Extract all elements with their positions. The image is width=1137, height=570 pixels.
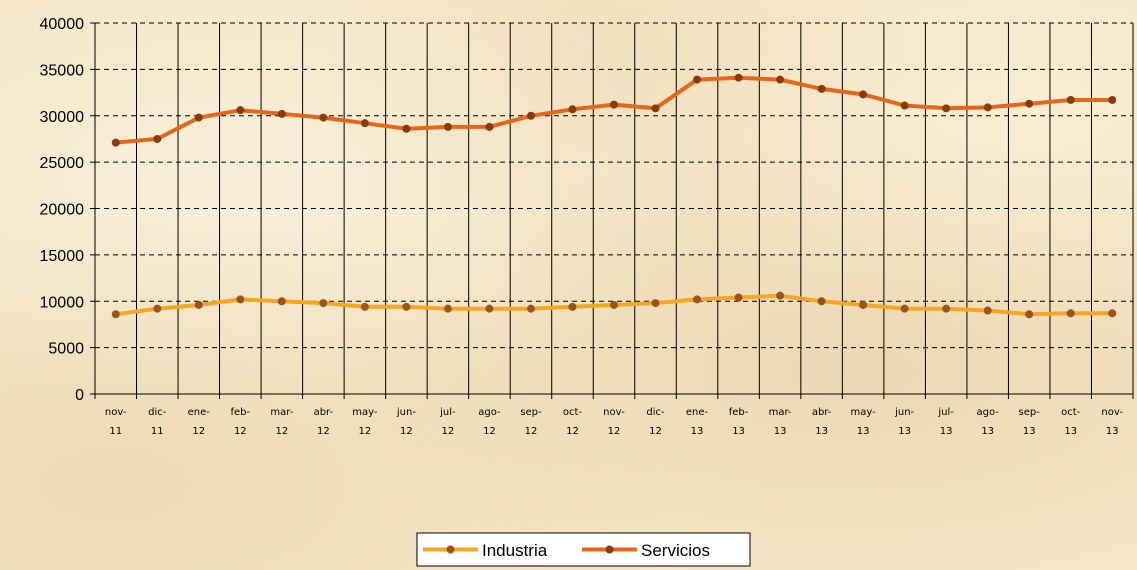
x-tick-label: jun-13 — [894, 407, 914, 437]
data-point-servicios — [568, 105, 577, 114]
data-point-industria — [111, 310, 120, 319]
data-point-servicios — [942, 104, 951, 113]
data-point-industria — [319, 299, 328, 308]
x-tick-label: ago-13 — [976, 407, 999, 437]
x-tick-label: ene-13 — [686, 407, 709, 437]
data-point-industria — [983, 306, 992, 315]
legend-marker-servicios — [605, 545, 614, 554]
x-tick-label: may-12 — [352, 407, 378, 437]
x-tick-label: ago-12 — [478, 407, 501, 437]
y-tick-label: 20000 — [40, 202, 85, 219]
data-point-industria — [526, 304, 535, 313]
data-point-servicios — [402, 124, 411, 133]
y-tick-label: 30000 — [40, 109, 85, 126]
data-point-servicios — [485, 122, 494, 131]
y-tick-label: 5000 — [48, 341, 84, 358]
data-point-servicios — [360, 119, 369, 128]
data-point-industria — [817, 297, 826, 306]
data-point-servicios — [817, 84, 826, 93]
data-point-industria — [277, 297, 286, 306]
data-point-industria — [651, 299, 660, 308]
x-tick-label: feb-12 — [230, 407, 250, 437]
data-point-industria — [1025, 310, 1034, 319]
data-point-industria — [859, 300, 868, 309]
x-tick-label: mar-13 — [769, 407, 792, 437]
series-line-servicios — [113, 75, 1115, 145]
data-point-industria — [776, 291, 785, 300]
data-point-servicios — [1025, 99, 1034, 108]
x-tick-label: jul-13 — [937, 407, 954, 437]
data-point-industria — [693, 295, 702, 304]
data-point-servicios — [1108, 95, 1117, 104]
x-tick-label: dic-11 — [148, 407, 167, 437]
y-tick-labels: 0 5000 10000 15000 20000 25000 30000 35000 40000 — [40, 16, 85, 404]
data-point-servicios — [443, 122, 452, 131]
data-point-servicios — [111, 138, 120, 147]
axis-layer — [90, 22, 1134, 399]
x-tick-label: mar-12 — [270, 407, 293, 437]
series-layer — [111, 73, 1117, 319]
data-point-servicios — [900, 101, 909, 110]
data-point-industria — [153, 304, 162, 313]
x-tick-label: feb-13 — [729, 407, 749, 437]
data-point-industria — [360, 302, 369, 311]
data-point-servicios — [1066, 95, 1075, 104]
data-point-servicios — [734, 73, 743, 82]
grid-layer — [94, 22, 1134, 394]
y-tick-label: 35000 — [40, 62, 85, 79]
data-point-servicios — [153, 134, 162, 143]
data-point-servicios — [651, 104, 660, 113]
x-tick-label: sep-13 — [1019, 407, 1041, 437]
data-point-industria — [1108, 309, 1117, 318]
data-point-servicios — [319, 113, 328, 122]
x-tick-label: oct-12 — [563, 407, 583, 437]
y-tick-label: 15000 — [40, 248, 85, 265]
data-point-industria — [568, 302, 577, 311]
legend: Industria Servicios — [416, 532, 751, 567]
data-point-industria — [942, 304, 951, 313]
data-point-industria — [443, 304, 452, 313]
data-point-industria — [236, 295, 245, 304]
x-tick-label: nov-12 — [603, 407, 625, 437]
data-point-servicios — [776, 75, 785, 84]
x-tick-label: may-13 — [851, 407, 877, 437]
y-tick-label: 25000 — [40, 155, 85, 172]
data-point-servicios — [859, 90, 868, 99]
data-point-servicios — [194, 113, 203, 122]
legend-label-servicios: Servicios — [641, 541, 710, 560]
x-tick-label: jun-12 — [396, 407, 416, 437]
data-point-servicios — [236, 106, 245, 115]
x-tick-label: sep-12 — [520, 407, 542, 437]
x-tick-label: abr-12 — [314, 407, 334, 437]
x-tick-label: abr-13 — [812, 407, 832, 437]
series-servicios — [111, 73, 1117, 147]
data-point-servicios — [693, 75, 702, 84]
data-point-servicios — [983, 103, 992, 112]
data-point-industria — [1066, 309, 1075, 318]
legend-marker-industria — [446, 545, 455, 554]
x-tick-label: nov-13 — [1101, 407, 1123, 437]
y-tick-label: 0 — [75, 387, 84, 404]
data-point-industria — [402, 302, 411, 311]
data-point-industria — [734, 293, 743, 302]
data-point-industria — [485, 304, 494, 313]
data-point-industria — [194, 300, 203, 309]
x-tick-label: dic-12 — [646, 407, 665, 437]
series-industria — [111, 291, 1117, 319]
legend-label-industria: Industria — [482, 541, 548, 560]
x-tick-label: jul-12 — [439, 407, 456, 437]
x-tick-label: oct-13 — [1061, 407, 1081, 437]
data-point-servicios — [277, 109, 286, 118]
y-tick-label: 10000 — [40, 294, 85, 311]
y-tick-label: 40000 — [40, 16, 85, 33]
data-point-industria — [900, 304, 909, 313]
data-point-industria — [610, 300, 618, 309]
x-tick-label: nov-11 — [105, 407, 127, 437]
data-point-servicios — [610, 100, 618, 109]
x-tick-label: ene-12 — [188, 407, 211, 437]
x-tick-labels: nov-11 dic-11 ene-12 feb-12 mar-12 abr-12 may-… — [105, 407, 1124, 437]
data-point-servicios — [526, 111, 535, 120]
